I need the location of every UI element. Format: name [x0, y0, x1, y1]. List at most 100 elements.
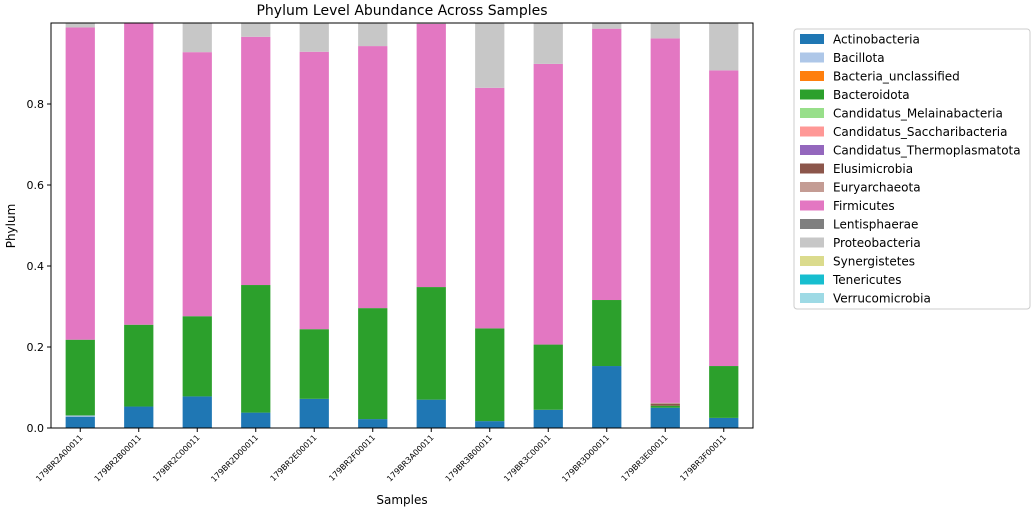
- bar-segment: [709, 23, 739, 71]
- bar-segment: [416, 23, 446, 288]
- x-tick-label: 179BR2A00011: [34, 433, 84, 483]
- bar-segment: [65, 415, 95, 417]
- bar-segment: [299, 329, 329, 399]
- legend-swatch: [800, 163, 824, 174]
- bar-segment: [241, 412, 271, 428]
- legend-entry: Lentisphaerae: [833, 218, 918, 232]
- x-tick-label: 179BR3A00011: [385, 433, 435, 483]
- bar-segment: [124, 406, 154, 428]
- legend-entry: Verrucomicrobia: [833, 292, 931, 306]
- legend-swatch: [800, 126, 824, 137]
- x-tick-label: 179BR2C00011: [151, 433, 202, 484]
- bar-segment: [475, 421, 505, 428]
- x-tick-label: 179BR2B00011: [93, 433, 143, 483]
- y-tick-label: 0.8: [27, 98, 45, 111]
- bar-segment: [299, 398, 329, 428]
- bar-segment: [358, 23, 388, 47]
- legend-entry: Firmicutes: [833, 199, 895, 213]
- legend-entry: Euryarchaeota: [833, 181, 921, 195]
- legend-swatch: [800, 274, 824, 285]
- legend-swatch: [800, 145, 824, 155]
- legend-swatch: [800, 293, 824, 303]
- bar-segment: [358, 419, 388, 428]
- legend-entry: Candidatus_Saccharibacteria: [833, 125, 1008, 139]
- bar-segment: [475, 328, 505, 422]
- x-tick-label: 179BR3F00011: [678, 433, 728, 483]
- legend-entry: Bacteria_unclassified: [833, 70, 960, 84]
- bar-segment: [592, 366, 622, 428]
- legend-entry: Actinobacteria: [833, 33, 920, 47]
- bar-segment: [709, 366, 739, 418]
- bar-segment: [182, 52, 212, 317]
- y-tick-label: 0.0: [27, 422, 45, 435]
- bar-segment: [182, 396, 212, 428]
- bar-segment: [650, 38, 680, 403]
- legend: Actinobacteria Bacillota Bacteria_unclassi…: [793, 28, 1031, 310]
- bar-segment: [124, 23, 154, 325]
- bar-segment: [650, 405, 680, 408]
- x-tick-label: 179BR3E00011: [620, 433, 670, 483]
- bar-segment: [241, 285, 271, 413]
- legend-entry: Proteobacteria: [833, 236, 921, 250]
- bar-segment: [241, 23, 271, 37]
- x-tick-label: 179BR2F00011: [327, 433, 377, 483]
- bar-segment: [182, 316, 212, 397]
- bar-segment: [650, 403, 680, 406]
- y-tick-label: 0.6: [27, 179, 45, 192]
- bar-segment: [533, 23, 563, 64]
- bar-segment: [533, 409, 563, 428]
- legend-swatch: [800, 182, 824, 192]
- bar-segment: [358, 46, 388, 309]
- bar-segment: [65, 27, 95, 340]
- bar-segment: [650, 402, 680, 404]
- y-tick-label: 0.4: [27, 260, 45, 273]
- bar-segment: [592, 28, 622, 301]
- y-axis: 0.0 0.2 0.4 0.6 0.8: [27, 98, 51, 435]
- bar-segment: [65, 23, 95, 28]
- legend-swatch: [800, 219, 824, 229]
- x-tick-label: 179BR3B00011: [444, 433, 494, 483]
- legend-swatch: [800, 34, 824, 44]
- legend-entry: Bacillota: [833, 51, 885, 65]
- x-axis-label: Samples: [376, 493, 427, 507]
- legend-swatch: [800, 52, 824, 63]
- bar-segment: [475, 23, 505, 88]
- bar-segment: [299, 23, 329, 52]
- bar-segment: [475, 87, 505, 329]
- legend-entry: Elusimicrobia: [833, 162, 913, 176]
- legend-swatch: [800, 89, 824, 100]
- bar-segment: [182, 23, 212, 53]
- bar-segment: [65, 416, 95, 428]
- legend-swatch: [800, 108, 824, 118]
- bar-segment: [358, 308, 388, 420]
- plot-frame: [50, 22, 754, 429]
- x-tick-label: 179BR3D00011: [560, 433, 611, 484]
- y-axis-label: Phylum: [4, 204, 18, 249]
- legend-entry: Tenericutes: [832, 273, 901, 287]
- x-axis: 179BR2A00011 179BR2B00011 179BR2C00011 179B…: [34, 428, 728, 484]
- legend-entry: Candidatus_Thermoplasmatota: [833, 144, 1021, 158]
- y-tick-label: 0.2: [27, 341, 45, 354]
- bar-segment: [241, 36, 271, 286]
- legend-swatch: [800, 200, 824, 211]
- legend-entry: Synergistetes: [833, 255, 915, 269]
- bar-segment: [416, 399, 446, 428]
- bar-segment: [533, 63, 563, 345]
- bar-segment: [124, 324, 154, 407]
- bar-segment: [709, 70, 739, 367]
- bars-layer: [65, 23, 739, 429]
- legend-frame: [793, 28, 1031, 310]
- chart-title: Phylum Level Abundance Across Samples: [256, 3, 547, 19]
- bar-segment: [709, 417, 739, 429]
- bar-segment: [416, 287, 446, 400]
- bar-segment: [592, 300, 622, 367]
- bar-segment: [650, 407, 680, 428]
- legend-swatch: [800, 71, 824, 81]
- bar-segment: [65, 339, 95, 416]
- bar-segment: [650, 23, 680, 39]
- x-tick-label: 179BR3C00011: [502, 433, 553, 484]
- bar-segment: [533, 344, 563, 410]
- legend-entry: Candidatus_Melainabacteria: [833, 107, 1003, 121]
- bar-segment: [299, 51, 329, 330]
- legend-swatch: [800, 256, 824, 266]
